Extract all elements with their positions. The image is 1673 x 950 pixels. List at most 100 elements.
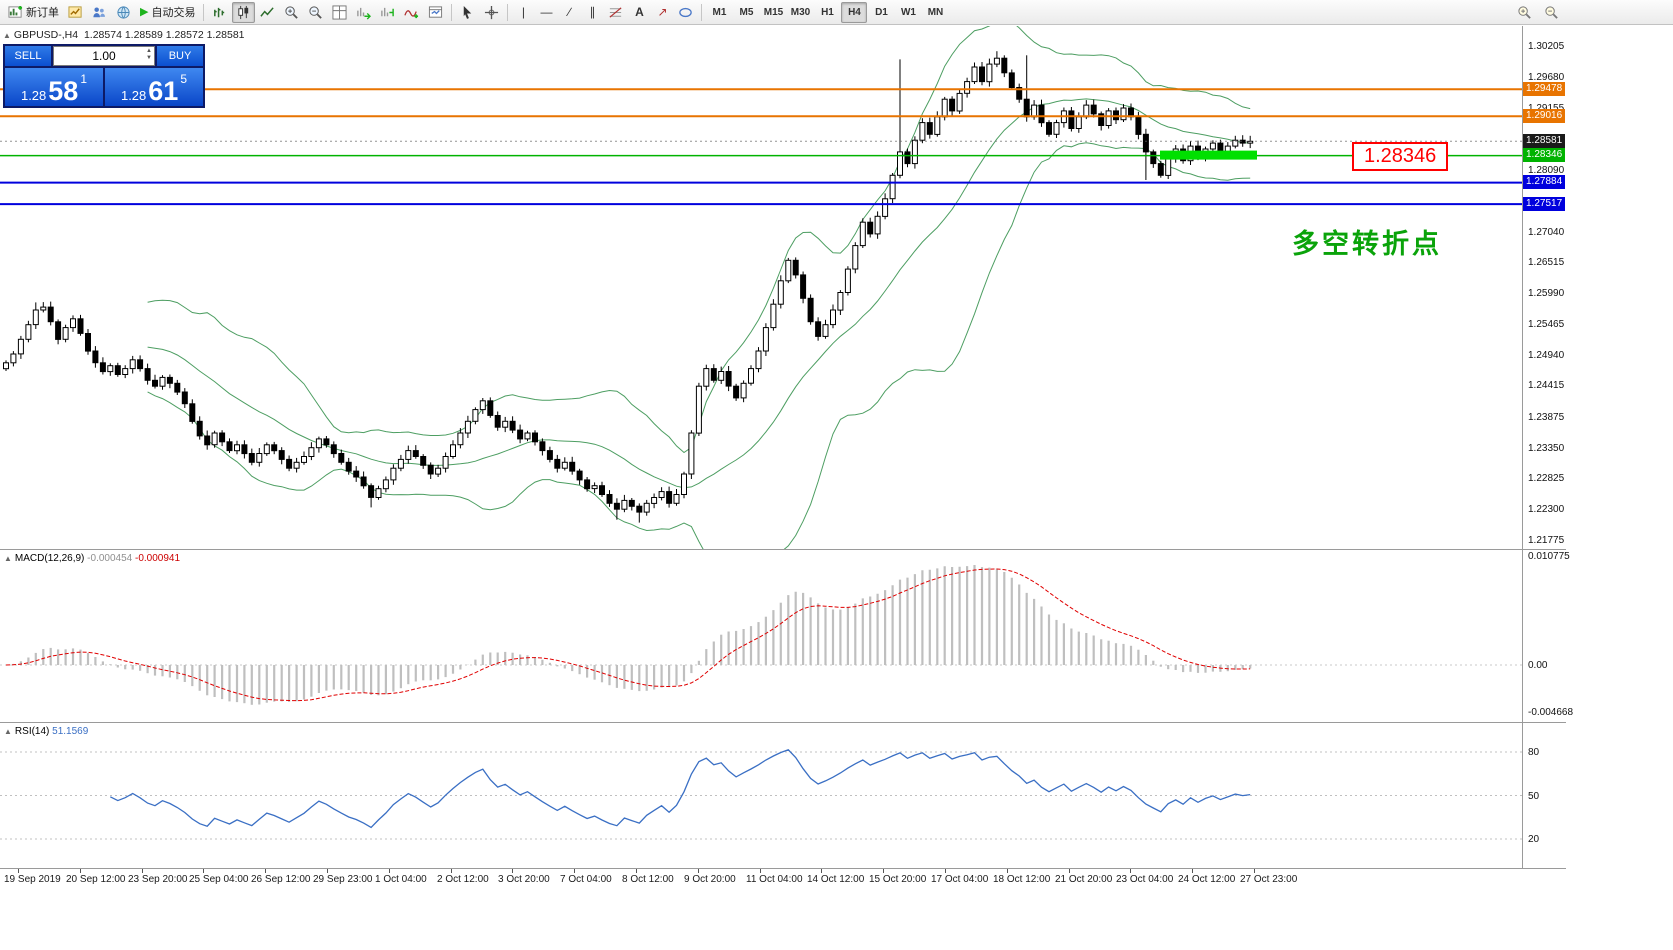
rsi-scale[interactable]: 80 50 20 [1523,723,1572,868]
timeframe-M30[interactable]: M30 [790,6,811,18]
rsi-panel[interactable] [0,723,1522,868]
toolbar-separator [451,3,453,21]
data-window-button[interactable] [112,2,135,23]
cursor-icon [464,5,472,19]
bar-chart-button[interactable] [208,2,231,23]
cursor-button[interactable] [456,2,479,23]
new-order-button[interactable]: 新订单 [4,2,63,23]
vertical-line-icon: | [521,5,526,19]
tile-windows-button[interactable] [328,2,351,23]
text-button[interactable]: A [628,2,650,23]
price-callout-box[interactable]: 1.28346 [1352,142,1449,171]
macd-tick: 0.010775 [1528,551,1570,562]
turning-point-note[interactable]: 多空转折点 [1292,229,1442,259]
collapse-icon[interactable]: ▲ [4,727,12,736]
volume-value: 1.00 [92,49,116,63]
indicators-button[interactable] [400,2,423,23]
timeframe-M1[interactable]: M1 [712,6,727,18]
timeframe-M15[interactable]: M15 [763,6,784,18]
one-click-trade-panel: SELL 1.00 ▲ ▼ BUY 1.28 58 1 1.28 61 5 [3,44,205,108]
toolbar-right-group [1513,2,1563,23]
time-axis[interactable]: 19 Sep 2019 20 Sep 12:00 23 Sep 20:00 25 Se… [0,869,1522,889]
fibonacci-button[interactable] [604,2,627,23]
macd-tick: 0.00 [1528,660,1548,671]
time-label: 9 Oct 20:00 [684,874,736,885]
macd-signal-value: -0.000941 [135,553,181,564]
buy-button[interactable]: 1.28 61 5 [105,68,203,106]
horizontal-line-button[interactable]: — [535,2,557,23]
auto-trading-button[interactable]: ▶ 自动交易 [136,2,199,23]
price-tick: 1.22825 [1528,473,1565,484]
time-tick [327,869,328,873]
macd-scale[interactable]: 0.010775 0.00 -0.004668 [1523,550,1573,722]
rsi-value: 51.1569 [52,726,89,737]
trendline-button[interactable]: ∕ [558,2,580,23]
auto-scroll-icon [357,7,372,20]
time-tick [203,869,204,873]
volume-input[interactable]: 1.00 ▲ ▼ [53,46,155,66]
templates-button[interactable] [424,2,447,23]
timeframe-H4[interactable]: H4 [841,1,868,23]
symbol-ohlc-label: ▲ GBPUSD-,H4 1.28574 1.28589 1.28572 1.28… [3,29,245,41]
panel-splitter-rsi[interactable] [0,722,1566,723]
line-chart-button[interactable] [256,2,279,23]
timeframe-M5[interactable]: M5 [739,6,754,18]
price-tick: 1.21775 [1528,535,1565,546]
price-scale[interactable]: 1.302051.296801.291551.286301.280901.275… [1523,26,1572,549]
price-chart[interactable] [0,26,1522,549]
price-tick: 1.24415 [1528,380,1565,391]
symbol-label: GBPUSD-,H4 [13,29,79,41]
magnifier-plus-button[interactable] [1513,2,1536,23]
timeframe-MN[interactable]: MN [927,6,944,18]
time-tick [574,869,575,873]
timeframe-W1[interactable]: W1 [900,6,916,18]
candlestick-icon [238,5,249,19]
collapse-icon[interactable]: ▲ [3,31,11,40]
magnifier-minus-button[interactable] [1540,2,1563,23]
crosshair-icon [485,5,499,19]
vertical-line-button[interactable]: | [512,2,534,23]
charts-icon [68,5,82,18]
price-scale-border [1522,26,1523,868]
volume-spinner[interactable]: ▲ ▼ [146,48,152,62]
buy-price-big: 61 [148,76,179,106]
toolbar-separator [203,3,205,21]
zoom-in-button[interactable] [280,2,303,23]
time-label: 25 Sep 04:00 [189,874,249,885]
timeframe-D1[interactable]: D1 [875,6,888,18]
chart-shift-icon [381,7,395,16]
rsi-tick: 50 [1528,791,1540,802]
price-marker: 1.29016 [1523,109,1566,123]
spinner-up-icon[interactable]: ▲ [146,48,152,54]
chart-shift-button[interactable] [376,2,399,23]
channel-button[interactable]: ∥ [581,2,603,23]
collapse-icon[interactable]: ▲ [4,554,12,563]
spinner-down-icon[interactable]: ▼ [146,55,152,61]
time-label: 21 Oct 20:00 [1055,874,1113,885]
profiles-button[interactable] [88,2,111,23]
timeframe-H1[interactable]: H1 [821,6,834,18]
arrows-button[interactable]: ↗ [651,2,673,23]
tile-windows-icon [332,4,347,20]
time-label: 1 Oct 04:00 [375,874,427,885]
auto-scroll-button[interactable] [352,2,375,23]
candlestick-button[interactable] [232,1,256,23]
macd-panel[interactable] [0,550,1522,722]
shapes-icon [679,7,693,17]
time-axis-separator [0,868,1566,869]
sell-button[interactable]: 1.28 58 1 [5,68,103,106]
price-tick: 1.29155 [1528,103,1564,114]
panel-splitter-macd[interactable] [0,549,1566,550]
buy-price-prefix: 1.28 [120,88,147,103]
shapes-button[interactable] [674,2,697,23]
time-label: 7 Oct 04:00 [560,874,612,885]
zoom-out-button[interactable] [304,2,327,23]
time-label: 19 Sep 2019 [4,874,61,885]
price-tick: 1.25465 [1528,319,1565,330]
ohlc-values: 1.28574 1.28589 1.28572 1.28581 [83,29,245,41]
trendline-icon: ∕ [568,5,571,19]
crosshair-button[interactable] [480,2,503,23]
time-label: 14 Oct 12:00 [807,874,865,885]
current-price-marker: 1.28581 [1523,134,1566,148]
charts-button[interactable] [64,2,87,23]
